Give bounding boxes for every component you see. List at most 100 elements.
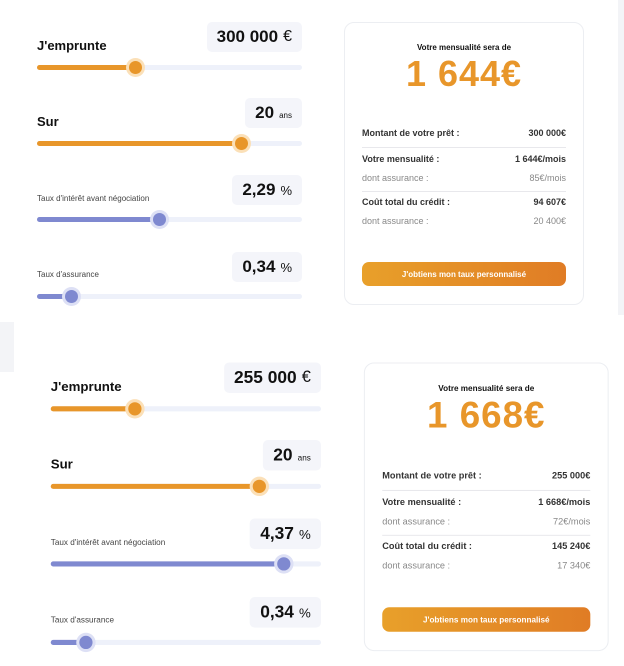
insurance-rate-slider[interactable]: [50, 635, 322, 650]
total-insurance-row: dont assurance : 20 400€: [362, 216, 566, 226]
slider-fill: [37, 141, 242, 146]
get-personalized-rate-button[interactable]: J'obtiens mon taux personnalisé: [382, 607, 591, 632]
result-card: Votre mensualité sera de 1 668€ Montant …: [363, 362, 609, 652]
slider-fill: [50, 639, 86, 645]
row-label: dont assurance :: [382, 560, 451, 571]
loan-amount-row: Montant de votre prêt : 300 000€: [362, 128, 566, 138]
total-cost-row: Coût total du crédit : 145 240€: [382, 541, 590, 551]
slider-thumb[interactable]: [65, 290, 79, 303]
insurance-rate-label: Taux d'assurance: [50, 615, 114, 625]
interest-rate-value: 4,37: [260, 523, 294, 543]
slider-thumb[interactable]: [252, 479, 267, 493]
row-value: 20 400€: [533, 216, 566, 226]
get-personalized-rate-button[interactable]: J'obtiens mon taux personnalisé: [362, 262, 566, 286]
insurance-rate-label: Taux d'assurance: [37, 270, 100, 279]
slider-fill: [50, 406, 135, 412]
row-label: Coût total du crédit :: [382, 540, 472, 552]
slider-fill: [37, 217, 159, 222]
monthly-payment-big: 1 644€: [405, 53, 523, 94]
loan-amount-value: 255 000: [233, 367, 297, 387]
loan-amount-value: 300 000: [216, 27, 279, 46]
loan-amount-label: J'emprunte: [50, 378, 122, 395]
insurance-rate-input[interactable]: 0,34%: [232, 252, 302, 282]
monthly-row: Votre mensualité : 1 644€/mois: [362, 154, 566, 164]
slider-thumb[interactable]: [277, 557, 291, 571]
result-title: Votre mensualité sera de: [416, 43, 512, 52]
duration-label: Sur: [50, 456, 73, 472]
result-title: Votre mensualité sera de: [438, 383, 535, 394]
percent-unit: %: [299, 526, 311, 542]
slider-fill: [50, 561, 284, 567]
loan-simulator: J'emprunte 255 000 € Sur 20 ans Taux d'int…: [13, 340, 624, 666]
slider-thumb[interactable]: [129, 61, 143, 74]
interest-rate-slider[interactable]: [37, 213, 302, 226]
insurance-rate-value: 0,34: [260, 602, 294, 622]
divider: [382, 489, 591, 491]
loan-amount-input[interactable]: 255 000 €: [223, 362, 322, 394]
interest-rate-slider[interactable]: [50, 557, 322, 571]
total-cost-row: Coût total du crédit : 94 607€: [362, 197, 566, 207]
slider-thumb[interactable]: [152, 213, 166, 226]
row-label: dont assurance :: [362, 216, 429, 226]
divider: [362, 191, 566, 192]
row-value: 94 607€: [533, 197, 566, 207]
monthly-payment-big: 1 668€: [427, 394, 546, 436]
row-value: 1 644€/mois: [514, 154, 566, 164]
slider-fill: [37, 294, 72, 299]
loan-amount-input[interactable]: 300 000 €: [206, 22, 302, 52]
row-label: dont assurance :: [362, 173, 429, 183]
duration-input[interactable]: 20 ans: [263, 439, 322, 471]
slider-fill: [50, 483, 259, 489]
percent-unit: %: [280, 259, 292, 275]
euro-unit: €: [283, 28, 292, 45]
loan-amount-slider[interactable]: [37, 61, 302, 74]
row-label: Coût total du crédit :: [362, 197, 450, 207]
duration-slider[interactable]: [37, 137, 302, 150]
euro-unit: €: [301, 368, 311, 386]
total-insurance-row: dont assurance : 17 340€: [382, 560, 590, 570]
duration-value: 20: [255, 103, 275, 122]
row-value: 255 000€: [552, 470, 591, 481]
interest-rate-label: Taux d'intérêt avant négociation: [37, 194, 150, 203]
duration-label: Sur: [37, 114, 59, 129]
years-unit: ans: [297, 453, 311, 463]
divider: [362, 147, 566, 148]
row-label: dont assurance :: [382, 516, 451, 527]
loan-simulator: J'emprunte 300 000 € Sur 20 ans Taux d'int…: [0, 0, 600, 320]
years-unit: ans: [279, 111, 292, 120]
monthly-row: Votre mensualité : 1 668€/mois: [382, 497, 590, 507]
row-label: Montant de votre prêt :: [362, 128, 460, 138]
loan-amount-label: J'emprunte: [37, 38, 107, 53]
row-label: Votre mensualité :: [362, 154, 440, 164]
row-value: 85€/mois: [529, 173, 566, 183]
interest-rate-input[interactable]: 4,37%: [249, 518, 322, 550]
loan-amount-slider[interactable]: [50, 402, 322, 416]
divider: [382, 534, 591, 536]
slider-thumb[interactable]: [79, 635, 94, 650]
percent-unit: %: [299, 604, 311, 620]
row-value: 300 000€: [528, 128, 566, 138]
row-value: 17 340€: [557, 560, 591, 571]
row-label: Votre mensualité :: [382, 497, 462, 508]
row-value: 72€/mois: [553, 516, 591, 527]
row-label: Montant de votre prêt :: [382, 470, 482, 481]
row-value: 145 240€: [552, 540, 591, 552]
interest-rate-value: 2,29: [242, 180, 276, 199]
monthly-insurance-row: dont assurance : 85€/mois: [362, 173, 566, 183]
monthly-insurance-row: dont assurance : 72€/mois: [382, 516, 590, 526]
slider-thumb[interactable]: [235, 137, 249, 150]
background-panel-edge: [0, 322, 14, 372]
duration-value: 20: [273, 445, 293, 465]
slider-thumb[interactable]: [128, 402, 142, 416]
insurance-rate-input[interactable]: 0,34%: [249, 597, 322, 628]
loan-amount-row: Montant de votre prêt : 255 000€: [382, 471, 590, 481]
duration-input[interactable]: 20 ans: [245, 98, 302, 128]
interest-rate-input[interactable]: 2,29%: [232, 175, 302, 205]
result-card: Votre mensualité sera de 1 644€ Montant …: [344, 22, 584, 305]
row-value: 1 668€/mois: [538, 497, 591, 508]
insurance-rate-slider[interactable]: [37, 290, 302, 303]
slider-fill: [37, 65, 136, 70]
background-panel-edge: [618, 0, 624, 315]
duration-slider[interactable]: [50, 479, 322, 493]
insurance-rate-value: 0,34: [242, 257, 276, 276]
